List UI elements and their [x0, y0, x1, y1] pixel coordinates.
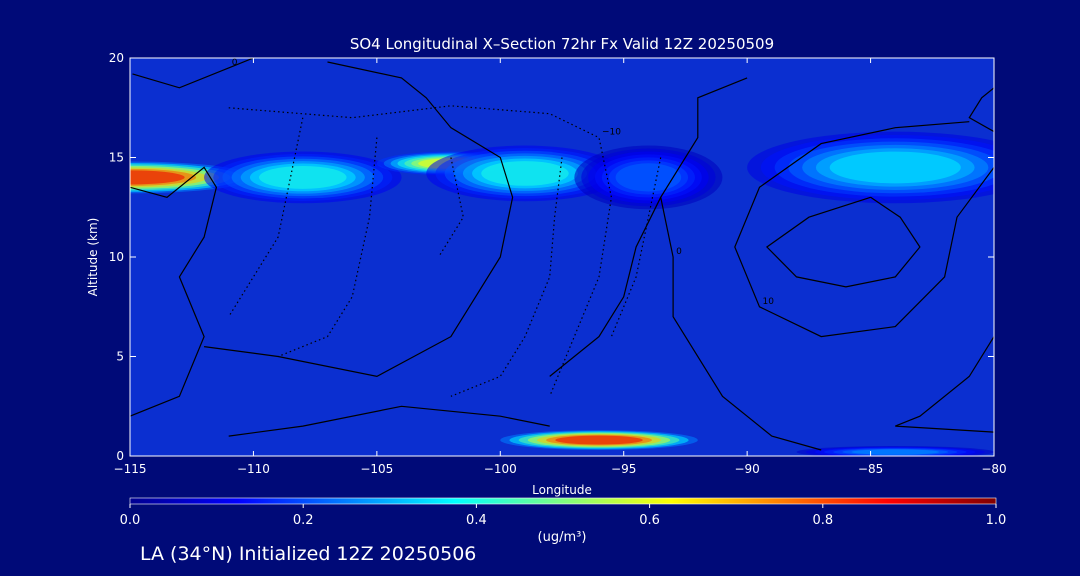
contour-dotted-15 [610, 157, 662, 337]
x-tick-label: −100 [484, 462, 517, 476]
footer-label: LA (34°N) Initialized 12Z 20250506 [140, 543, 476, 565]
contour-solid-7 [765, 196, 921, 288]
contour-label-10: −10 [602, 128, 621, 138]
y-tick-label: 5 [116, 350, 124, 364]
colorbar-tick-label: 0.0 [120, 513, 141, 528]
x-tick-label: −95 [611, 462, 636, 476]
plot-area: 0 0 10 −10 [130, 58, 994, 456]
y-tick-label: 0 [116, 449, 124, 463]
contour-lines: 0 0 10 −10 [130, 58, 994, 451]
plot-background [130, 58, 994, 456]
x-tick-label: −85 [858, 462, 883, 476]
x-tick-label: −105 [360, 462, 393, 476]
y-tick-label: 15 [109, 151, 124, 165]
field-feature-1-level-6 [259, 165, 347, 189]
colorbar-tick-label: 0.4 [466, 513, 487, 528]
contour-label-6: 10 [762, 297, 774, 307]
contour-solid-3 [204, 61, 514, 378]
sulfate-field [130, 131, 994, 456]
y-axis-label: Altitude (km) [86, 218, 100, 297]
contour-dotted-14 [450, 157, 563, 397]
field-feature-4-level-6 [615, 163, 682, 192]
x-axis: −115 −110 −105 −100 −95 −90 −85 −80 [114, 58, 1007, 476]
contour-dotted-11 [228, 117, 304, 318]
colorbar-gradient [129, 497, 997, 505]
colorbar-ticks: 0.0 0.2 0.4 0.6 0.8 1.0 [120, 504, 1007, 528]
colorbar-tick-label: 1.0 [986, 513, 1007, 528]
field-feature-5-level-6 [829, 151, 961, 184]
contour-label-5: 0 [676, 247, 682, 257]
contour-solid-0 [132, 58, 254, 89]
colorbar-units: (ug/m³) [538, 530, 587, 545]
y-axis: 0 5 10 15 20 [109, 51, 994, 463]
contour-solid-8 [968, 87, 994, 133]
contour-solid-1 [130, 166, 218, 417]
field-feature-3-level-6 [481, 161, 569, 186]
contour-solid-2 [228, 405, 550, 437]
x-tick-label: −90 [734, 462, 759, 476]
field-feature-0-level-6 [130, 170, 185, 185]
contour-dotted-12 [277, 137, 378, 358]
y-tick-label: 20 [109, 51, 124, 65]
x-tick-label: −110 [237, 462, 270, 476]
contour-label-0: 0 [232, 58, 238, 68]
contour-solid-5 [660, 77, 822, 451]
contour-solid-9 [895, 336, 994, 433]
colorbar-tick-label: 0.8 [812, 513, 833, 528]
field-feature-7-level-6 [851, 449, 939, 455]
chart-title: SO4 Longitudinal X–Section 72hr Fx Valid… [350, 35, 774, 53]
x-tick-label: −115 [114, 462, 147, 476]
colorbar-tick-label: 0.2 [293, 513, 314, 528]
field-feature-6-level-6 [555, 435, 643, 445]
x-tick-label: −80 [981, 462, 1006, 476]
colorbar-tick-label: 0.6 [639, 513, 660, 528]
contour-solid-6 [734, 121, 994, 338]
contour-solid-4 [549, 197, 662, 377]
y-tick-label: 10 [109, 250, 124, 264]
colorbar: 0.0 0.2 0.4 0.6 0.8 1.0 (ug/m³) [120, 497, 1007, 545]
x-axis-label: Longitude [532, 483, 592, 497]
